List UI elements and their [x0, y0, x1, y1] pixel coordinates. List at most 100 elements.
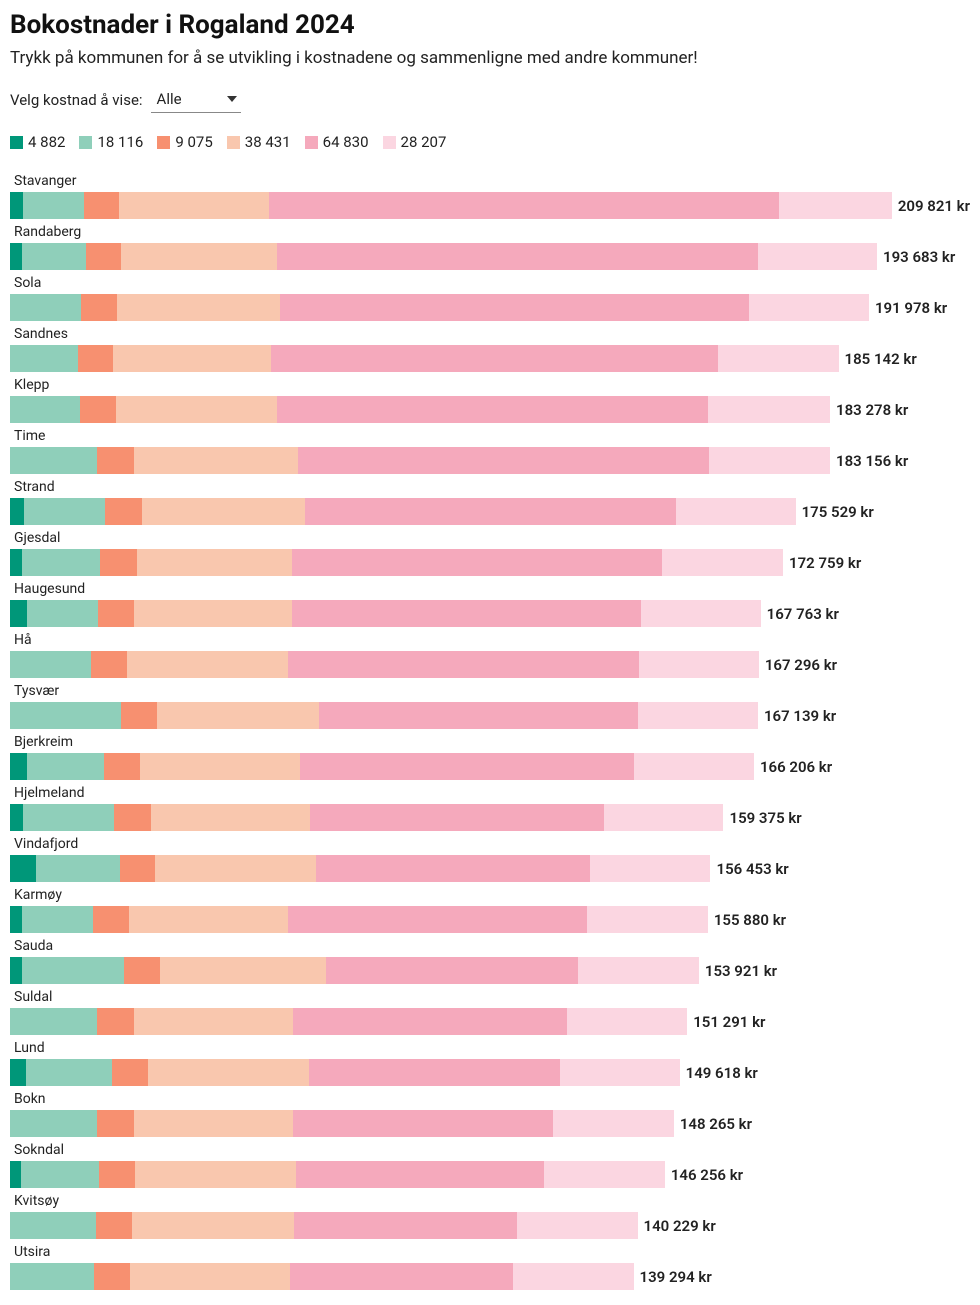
bar-segment: [296, 1161, 545, 1188]
bar-segment: [544, 1161, 664, 1188]
row-label: Stavanger: [14, 173, 970, 189]
bar-segment: [135, 1161, 295, 1188]
bar-segment: [124, 957, 160, 984]
row-label: Haugesund: [14, 581, 970, 597]
legend-item[interactable]: 18 116: [79, 133, 143, 151]
row-bar-wrap: 151 291 kr: [10, 1008, 970, 1035]
bar-segment: [10, 753, 27, 780]
stacked-bar[interactable]: [10, 855, 711, 882]
row-label: Suldal: [14, 989, 970, 1005]
chart-row[interactable]: Haugesund 167 763 kr: [10, 581, 970, 627]
bar-segment: [157, 702, 319, 729]
chart-row[interactable]: Sauda153 921 kr: [10, 938, 970, 984]
bar-segment: [567, 1008, 687, 1035]
row-total: 167 296 kr: [765, 656, 837, 674]
bar-segment: [22, 957, 124, 984]
chart-row[interactable]: Sandnes185 142 kr: [10, 326, 970, 372]
stacked-bar[interactable]: [10, 243, 877, 270]
cost-select[interactable]: Alle: [151, 86, 241, 113]
bar-segment: [117, 294, 279, 321]
chart-row[interactable]: Bjerkreim166 206 kr: [10, 734, 970, 780]
stacked-bar[interactable]: [10, 753, 754, 780]
chart-row[interactable]: Strand175 529 kr: [10, 479, 970, 525]
bar-segment: [24, 498, 105, 525]
bar-segment: [129, 906, 287, 933]
row-label: Strand: [14, 479, 970, 495]
chart-row[interactable]: Suldal 151 291 kr: [10, 989, 970, 1035]
stacked-bar[interactable]: [10, 1161, 665, 1188]
chart-row[interactable]: Hå167 296 kr: [10, 632, 970, 678]
bar-segment: [91, 651, 128, 678]
stacked-bar[interactable]: [10, 447, 830, 474]
bar-segment: [93, 906, 129, 933]
bar-segment: [23, 804, 114, 831]
stacked-bar[interactable]: [10, 957, 699, 984]
stacked-bar[interactable]: [10, 1008, 687, 1035]
legend-item[interactable]: 9 075: [157, 133, 212, 151]
legend-label: 64 830: [323, 133, 369, 151]
row-label: Utsira: [14, 1244, 970, 1260]
stacked-bar[interactable]: [10, 294, 869, 321]
bar-segment: [116, 396, 277, 423]
stacked-bar[interactable]: [10, 192, 892, 219]
stacked-bar[interactable]: [10, 1059, 680, 1086]
stacked-bar[interactable]: [10, 1212, 638, 1239]
chart-row[interactable]: Lund149 618 kr: [10, 1040, 970, 1086]
row-bar-wrap: 139 294 kr: [10, 1263, 970, 1290]
legend-item[interactable]: 64 830: [305, 133, 369, 151]
chart-row[interactable]: Stavanger209 821 kr: [10, 173, 970, 219]
bar-segment: [84, 192, 118, 219]
stacked-bar[interactable]: [10, 1263, 634, 1290]
stacked-bar[interactable]: [10, 651, 759, 678]
chart-row[interactable]: Kvitsøy140 229 kr: [10, 1193, 970, 1239]
chart-row[interactable]: Randaberg193 683 kr: [10, 224, 970, 270]
row-total: 191 978 kr: [875, 299, 947, 317]
chart-row[interactable]: Utsira 139 294 kr: [10, 1244, 970, 1290]
chart-row[interactable]: Time183 156 kr: [10, 428, 970, 474]
stacked-bar[interactable]: [10, 396, 830, 423]
stacked-bar[interactable]: [10, 702, 758, 729]
bar-segment: [10, 957, 22, 984]
legend-item[interactable]: 28 207: [383, 133, 447, 151]
stacked-bar[interactable]: [10, 549, 783, 576]
stacked-bar[interactable]: [10, 1110, 674, 1137]
chart-row[interactable]: Bokn148 265 kr: [10, 1091, 970, 1137]
row-total: 167 763 kr: [767, 605, 839, 623]
chart-row[interactable]: Vindafjord156 453 kr: [10, 836, 970, 882]
bar-segment: [758, 243, 877, 270]
legend: 4 882 18 116 9 075 38 431 64 830 28 207: [10, 133, 970, 151]
chart-row[interactable]: Hjelmeland159 375 kr: [10, 785, 970, 831]
chart-row[interactable]: Klepp183 278 kr: [10, 377, 970, 423]
chart-row[interactable]: Sokndal146 256 kr: [10, 1142, 970, 1188]
chevron-down-icon: [227, 96, 237, 102]
row-label: Bjerkreim: [14, 734, 970, 750]
row-total: 153 921 kr: [705, 962, 777, 980]
chart-row[interactable]: Sola191 978 kr: [10, 275, 970, 321]
legend-label: 9 075: [175, 133, 212, 151]
bar-segment: [10, 498, 24, 525]
legend-item[interactable]: 38 431: [227, 133, 291, 151]
row-bar-wrap: 167 139 kr: [10, 702, 970, 729]
stacked-bar[interactable]: [10, 498, 796, 525]
bar-segment: [119, 192, 269, 219]
bar-segment: [10, 447, 97, 474]
stacked-bar[interactable]: [10, 906, 708, 933]
bar-segment: [749, 294, 869, 321]
row-bar-wrap: 155 880 kr: [10, 906, 970, 933]
chart-row[interactable]: Gjesdal172 759 kr: [10, 530, 970, 576]
stacked-bar[interactable]: [10, 600, 761, 627]
stacked-bar[interactable]: [10, 804, 724, 831]
bar-segment: [269, 192, 778, 219]
stacked-bar[interactable]: [10, 345, 839, 372]
row-label: Tysvær: [14, 683, 970, 699]
legend-item[interactable]: 4 882: [10, 133, 65, 151]
chart-row[interactable]: Karmøy155 880 kr: [10, 887, 970, 933]
chart-row[interactable]: Tysvær 167 139 kr: [10, 683, 970, 729]
row-total: 140 229 kr: [644, 1217, 716, 1235]
bar-segment: [120, 855, 156, 882]
legend-label: 38 431: [245, 133, 291, 151]
cost-select-label: Velg kostnad å vise:: [10, 91, 143, 109]
bar-segment: [97, 447, 134, 474]
row-total: 146 256 kr: [671, 1166, 743, 1184]
bar-segment: [587, 906, 708, 933]
